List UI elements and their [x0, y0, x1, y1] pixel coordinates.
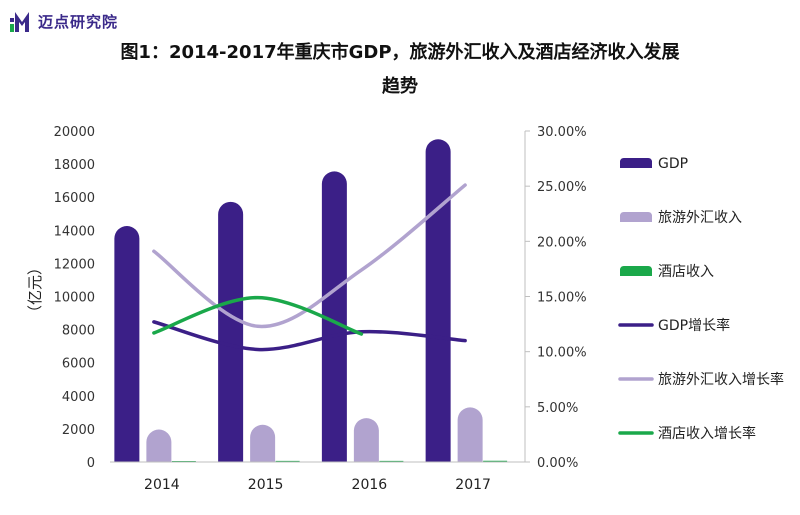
legend-label: 旅游外汇收入 — [658, 210, 742, 226]
y-tick-left: 8000 — [62, 324, 95, 339]
logo-text: 迈点研究院 — [38, 12, 119, 31]
y-tick-right: 15.00% — [537, 291, 587, 306]
bars — [114, 139, 508, 462]
x-tick: 2015 — [248, 477, 284, 493]
series-line — [152, 320, 467, 352]
bar — [250, 424, 276, 462]
legend-label: 酒店收入增长率 — [658, 425, 756, 442]
y-tick-right: 30.00% — [537, 125, 587, 140]
y-tick-right: 25.00% — [537, 180, 587, 195]
y-tick-left: 14000 — [54, 224, 95, 239]
chart-title: 图1：2014-2017年重庆市GDP，旅游外汇收入及酒店经济收入发展 — [120, 42, 680, 63]
bar — [457, 407, 483, 462]
y-tick-left: 20000 — [54, 125, 95, 140]
y-tick-left: 12000 — [54, 257, 95, 272]
y-tick-left: 10000 — [54, 291, 95, 306]
bar — [114, 225, 140, 462]
y-tick-right: 5.00% — [537, 401, 578, 416]
y-axis-label-left: （亿元） — [26, 260, 44, 320]
y-tick-left: 2000 — [62, 423, 95, 438]
bar — [218, 201, 244, 462]
logo: 迈点研究院 — [10, 8, 118, 34]
chart-title-line2: 趋势 — [382, 76, 418, 97]
logo-mark-icon — [10, 10, 34, 32]
y-tick-left: 16000 — [54, 191, 95, 206]
legend-swatch — [620, 157, 652, 168]
y-tick-right: 20.00% — [537, 235, 587, 250]
legend-label: GDP — [658, 156, 688, 172]
legend-swatch — [620, 211, 652, 222]
legend-label: 酒店收入 — [658, 264, 714, 280]
bar — [321, 171, 347, 462]
x-tick: 2016 — [352, 477, 388, 493]
lines — [152, 183, 467, 352]
legend-label: 旅游外汇收入增长率 — [658, 371, 784, 388]
series-line — [152, 295, 364, 336]
y-tick-right: 0.00% — [537, 456, 578, 471]
y-tick-left: 6000 — [62, 357, 95, 372]
right-axis: 0.00% 5.00% 10.00% 15.00% 20.00% 25.00% 30.00% — [524, 125, 587, 471]
series-line — [152, 183, 467, 329]
legend-label: GDP增长率 — [658, 317, 730, 334]
bar — [146, 429, 172, 462]
x-tick: 2017 — [455, 477, 491, 493]
y-tick-right: 10.00% — [537, 346, 587, 361]
x-tick: 2014 — [144, 477, 180, 493]
y-tick-left: 0 — [87, 456, 95, 471]
y-tick-left: 18000 — [54, 158, 95, 173]
x-axis: 2014 2015 2016 2017 — [110, 461, 525, 493]
legend-swatch — [620, 265, 652, 276]
y-tick-left: 4000 — [62, 390, 95, 405]
bar — [353, 418, 379, 462]
left-axis: 0 2000 4000 6000 8000 10000 12000 14000 16000 180… — [54, 125, 95, 471]
bar — [425, 139, 451, 462]
